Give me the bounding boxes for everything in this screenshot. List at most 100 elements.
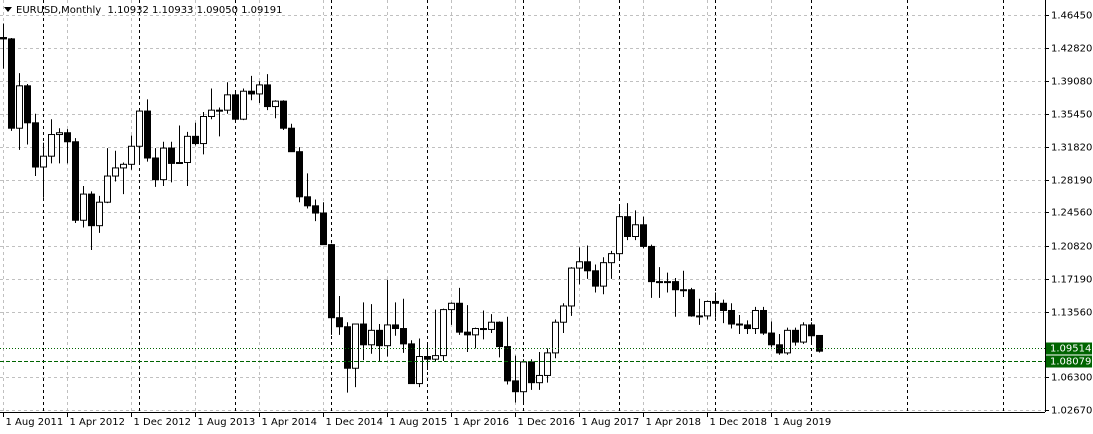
candle-body: [592, 270, 599, 287]
candle-body: [464, 331, 471, 336]
y-tick-label: 1.35450: [1051, 110, 1092, 121]
candle-body: [16, 85, 23, 129]
x-tick-label: 1 Apr 2018: [646, 417, 701, 428]
candle-body: [736, 323, 743, 326]
candle-body: [336, 317, 343, 328]
candle-body: [648, 245, 655, 283]
candle-body: [352, 323, 359, 369]
candle-body: [448, 302, 455, 311]
candle-body: [80, 193, 87, 221]
candle-body: [40, 155, 47, 168]
candle-body: [320, 212, 327, 246]
candle-body: [104, 175, 111, 203]
candle-body: [472, 328, 479, 336]
candle-body: [600, 262, 607, 287]
candle-body: [368, 329, 375, 346]
level-label-box: [1046, 355, 1092, 368]
candle-body: [304, 196, 311, 207]
candle-body: [144, 110, 151, 159]
candle-body: [88, 193, 95, 227]
y-tick-label: 1.31820: [1051, 143, 1092, 154]
chart-title: EURUSD,Monthly 1.10932 1.10933 1.09050 1…: [16, 5, 282, 16]
x-tick-label: 1 Aug 2015: [390, 417, 448, 428]
candle-body: [208, 109, 215, 117]
candle-body: [72, 141, 79, 221]
candle-body: [48, 134, 55, 157]
x-tick-label: 1 Dec 2014: [326, 417, 384, 428]
candle-body: [184, 135, 191, 164]
candle-body: [8, 38, 15, 129]
candle-body: [264, 84, 271, 108]
candle-body: [536, 374, 543, 384]
candle-body: [136, 110, 143, 147]
candle-body: [680, 289, 687, 292]
candle-body: [816, 334, 823, 352]
y-tick-label: 1.02670: [1051, 406, 1092, 417]
candle-body: [744, 324, 751, 330]
candle-body: [752, 309, 759, 330]
candle-body: [624, 216, 631, 237]
candle-body: [480, 328, 487, 331]
candle-body: [24, 85, 31, 124]
candle-body: [456, 302, 463, 333]
candle-body: [576, 261, 583, 269]
x-tick-label: 1 Dec 2016: [518, 417, 576, 428]
x-tick-label: 1 Apr 2016: [454, 417, 509, 428]
candles: [0, 23, 823, 404]
candle-body: [384, 324, 391, 347]
candle-body: [496, 321, 503, 348]
candle-body: [392, 324, 399, 330]
candle-body: [128, 145, 135, 165]
candle-body: [528, 361, 535, 384]
candle-body: [640, 224, 647, 247]
candle-body: [520, 361, 527, 393]
candle-body: [272, 100, 279, 108]
candle-body: [152, 157, 159, 181]
candle-body: [656, 281, 663, 284]
candle-body: [720, 302, 727, 311]
level-label: 1.09514: [1050, 344, 1091, 355]
candle-body: [416, 356, 423, 385]
candle-body: [544, 352, 551, 376]
candle-body: [728, 309, 735, 325]
candle-body: [768, 332, 775, 346]
candle-body: [192, 135, 199, 145]
y-tick-label: 1.28190: [1051, 176, 1092, 187]
level-label: 1.08079: [1050, 357, 1091, 368]
x-tick-label: 1 Dec 2012: [134, 417, 192, 428]
candle-body: [328, 244, 335, 319]
candle-body: [400, 328, 407, 345]
candle-body: [432, 355, 439, 360]
candle-body: [200, 115, 207, 145]
candle-body: [0, 37, 7, 40]
candle-body: [792, 329, 799, 343]
candle-body: [360, 323, 367, 346]
candle-body: [216, 109, 223, 112]
x-tick-label: 1 Aug 2019: [774, 417, 832, 428]
candle-body: [800, 324, 807, 343]
candle-body: [776, 344, 783, 354]
candle-body: [608, 253, 615, 264]
candle-body: [176, 162, 183, 165]
candle-body: [256, 84, 263, 95]
candle-body: [808, 324, 815, 337]
candle-body: [760, 309, 767, 334]
x-tick-label: 1 Apr 2014: [262, 417, 317, 428]
candle-body: [664, 281, 671, 284]
candle-body: [552, 321, 559, 354]
candle-body: [632, 224, 639, 237]
level-label-box: [1046, 342, 1092, 355]
candle-body: [344, 326, 351, 369]
y-tick-label: 1.06300: [1051, 373, 1092, 384]
candle-body: [672, 281, 679, 291]
candle-body: [488, 321, 495, 330]
x-tick-label: 1 Dec 2018: [710, 417, 768, 428]
menu-arrow[interactable]: [4, 7, 12, 12]
candle-body: [232, 94, 239, 120]
y-tick-label: 1.24560: [1051, 208, 1092, 219]
candle-body: [584, 261, 591, 272]
candle-body: [784, 329, 791, 354]
candle-body: [112, 167, 119, 177]
candle-body: [296, 151, 303, 198]
